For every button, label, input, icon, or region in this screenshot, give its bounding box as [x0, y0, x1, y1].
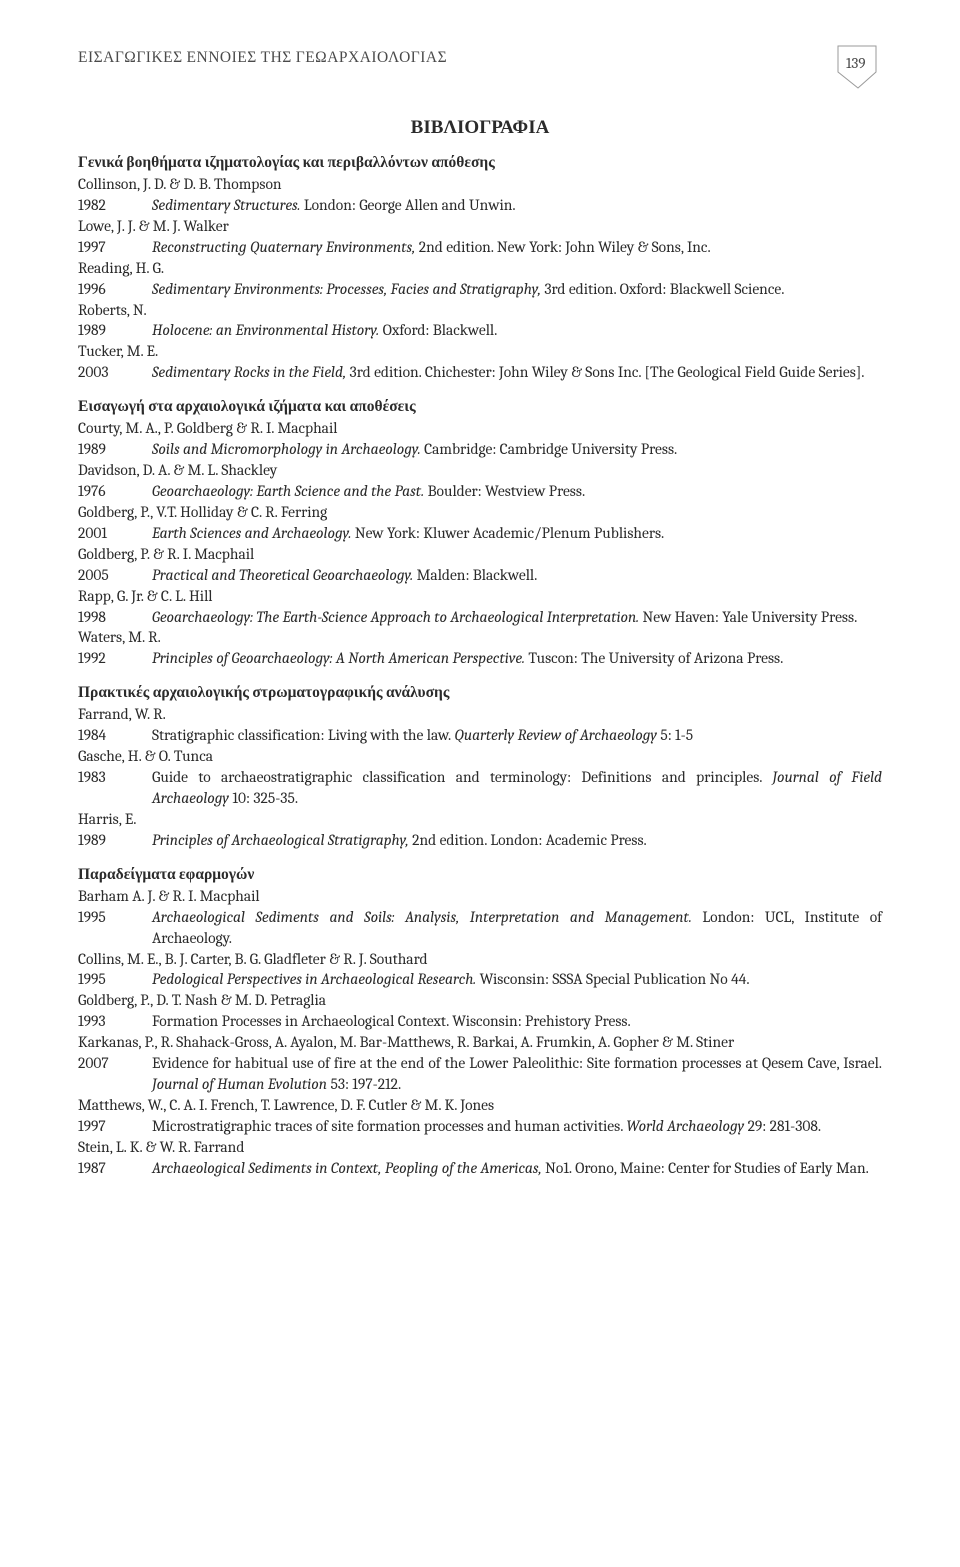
ref-author: Roberts, N.: [78, 300, 882, 321]
ref-author: Lowe, J. J. & M. J. Walker: [78, 216, 882, 237]
ref-entry: 1989 Holocene: an Environmental History.…: [78, 320, 882, 341]
ref-entry: 1976 Geoarchaeology: Earth Science and t…: [78, 481, 882, 502]
ref-text: Sedimentary Structures. London: George A…: [152, 195, 882, 216]
ref-text: Evidence for habitual use of fire at the…: [152, 1053, 882, 1095]
section-heading: Εισαγωγή στα αρχαιολογικά ιζήματα και απ…: [78, 397, 882, 416]
ref-entry: 1998 Geoarchaeology: The Earth-Science A…: [78, 607, 882, 628]
ref-author: Collins, M. E., B. J. Carter, B. G. Glad…: [78, 949, 882, 970]
section-heading: Παραδείγματα εφαρμογών: [78, 865, 882, 884]
ref-year: 1989: [78, 320, 152, 341]
ref-author: Stein, L. K. & W. R. Farrand: [78, 1137, 882, 1158]
ref-author: Reading, H. G.: [78, 258, 882, 279]
ref-year: 1998: [78, 607, 152, 628]
ref-year: 1987: [78, 1158, 152, 1179]
ref-entry: 1997 Microstratigraphic traces of site f…: [78, 1116, 882, 1137]
ref-entry: 1984 Stratigraphic classification: Livin…: [78, 725, 882, 746]
ref-entry: 2007 Evidence for habitual use of fire a…: [78, 1053, 882, 1095]
ref-year: 1995: [78, 907, 152, 949]
ref-entry: 1989 Soils and Micromorphology in Archae…: [78, 439, 882, 460]
ref-text: Soils and Micromorphology in Archaeology…: [152, 439, 882, 460]
ref-year: 2005: [78, 565, 152, 586]
ref-text: Geoarchaeology: Earth Science and the Pa…: [152, 481, 882, 502]
ref-year: 1993: [78, 1011, 152, 1032]
ref-author: Tucker, M. E.: [78, 341, 882, 362]
ref-text: Microstratigraphic traces of site format…: [152, 1116, 882, 1137]
section-heading: Πρακτικές αρχαιολογικής στρωματογραφικής…: [78, 683, 882, 702]
ref-author: Waters, M. R.: [78, 627, 882, 648]
ref-year: 1989: [78, 830, 152, 851]
ref-year: 1992: [78, 648, 152, 669]
ref-text: Stratigraphic classification: Living wit…: [152, 725, 882, 746]
ref-year: 1976: [78, 481, 152, 502]
ref-year: 1983: [78, 767, 152, 809]
ref-author: Harris, E.: [78, 809, 882, 830]
ref-year: 1996: [78, 279, 152, 300]
ref-entry: 1997 Reconstructing Quaternary Environme…: [78, 237, 882, 258]
ref-text: Holocene: an Environmental History. Oxfo…: [152, 320, 882, 341]
ref-year: 1995: [78, 969, 152, 990]
ref-entry: 1995 Pedological Perspectives in Archaeo…: [78, 969, 882, 990]
ref-entry: 2005 Practical and Theoretical Geoarchae…: [78, 565, 882, 586]
ref-text: Principles of Archaeological Stratigraph…: [152, 830, 882, 851]
ref-text: Pedological Perspectives in Archaeologic…: [152, 969, 882, 990]
ref-year: 2003: [78, 362, 152, 383]
ref-author: Barham A. J. & R. I. Macphail: [78, 886, 882, 907]
ref-text: Principles of Geoarchaeology: A North Am…: [152, 648, 882, 669]
ref-text: Archaeological Sediments in Context, Peo…: [152, 1158, 882, 1179]
ref-year: 1982: [78, 195, 152, 216]
ref-author: Courty, M. A., P. Goldberg & R. I. Macph…: [78, 418, 882, 439]
ref-year: 1997: [78, 1116, 152, 1137]
ref-author: Rapp, G. Jr. & C. L. Hill: [78, 586, 882, 607]
page-header: ΕΙΣΑΓΩΓΙΚΕΣ ΕΝΝΟΙΕΣ ΤΗΣ ΓΕΩΑΡΧΑΙΟΛΟΓΙΑΣ …: [78, 48, 882, 88]
ref-entry: 1996 Sedimentary Environments: Processes…: [78, 279, 882, 300]
ref-text: Formation Processes in Archaeological Co…: [152, 1011, 882, 1032]
ref-year: 2001: [78, 523, 152, 544]
ref-author: Goldberg, P., D. T. Nash & M. D. Petragl…: [78, 990, 882, 1011]
ref-year: 2007: [78, 1053, 152, 1095]
ref-author: Davidson, D. A. & M. L. Shackley: [78, 460, 882, 481]
ref-entry: 1982 Sedimentary Structures. London: Geo…: [78, 195, 882, 216]
ref-author: Farrand, W. R.: [78, 704, 882, 725]
ref-entry: 1987 Archaeological Sediments in Context…: [78, 1158, 882, 1179]
ref-author: Matthews, W., C. A. I. French, T. Lawren…: [78, 1095, 882, 1116]
ref-year: 1984: [78, 725, 152, 746]
ref-entry: 1983 Guide to archaeostratigraphic class…: [78, 767, 882, 809]
ref-entry: 1993 Formation Processes in Archaeologic…: [78, 1011, 882, 1032]
ref-entry: 1989 Principles of Archaeological Strati…: [78, 830, 882, 851]
ref-text: Earth Sciences and Archaeology. New York…: [152, 523, 882, 544]
ref-text: Sedimentary Rocks in the Field, 3rd edit…: [152, 362, 882, 383]
ref-text: Reconstructing Quaternary Environments, …: [152, 237, 882, 258]
ref-author: Goldberg, P., V.T. Holliday & C. R. Ferr…: [78, 502, 882, 523]
ref-author: Goldberg, P. & R. I. Macphail: [78, 544, 882, 565]
ref-entry: 2001 Earth Sciences and Archaeology. New…: [78, 523, 882, 544]
ref-author: Collinson, J. D. & D. B. Thompson: [78, 174, 882, 195]
running-head: ΕΙΣΑΓΩΓΙΚΕΣ ΕΝΝΟΙΕΣ ΤΗΣ ΓΕΩΑΡΧΑΙΟΛΟΓΙΑΣ: [78, 48, 447, 67]
page-number: 139: [846, 54, 866, 72]
page-number-tab: 139: [838, 48, 882, 88]
ref-text: Sedimentary Environments: Processes, Fac…: [152, 279, 882, 300]
ref-year: 1997: [78, 237, 152, 258]
bibliography-title: ΒΙΒΛΙΟΓΡΑΦΙΑ: [78, 116, 882, 139]
ref-entry: 2003 Sedimentary Rocks in the Field, 3rd…: [78, 362, 882, 383]
ref-entry: 1995 Archaeological Sediments and Soils:…: [78, 907, 882, 949]
ref-entry: 1992 Principles of Geoarchaeology: A Nor…: [78, 648, 882, 669]
section-heading: Γενικά βοηθήματα ιζηματολογίας και περιβ…: [78, 153, 882, 172]
ref-year: 1989: [78, 439, 152, 460]
ref-author: Gasche, H. & O. Tunca: [78, 746, 882, 767]
ref-text: Practical and Theoretical Geoarchaeology…: [152, 565, 882, 586]
ref-author: Karkanas, P., R. Shahack-Gross, A. Ayalo…: [78, 1032, 882, 1053]
ref-text: Geoarchaeology: The Earth-Science Approa…: [152, 607, 882, 628]
ref-text: Archaeological Sediments and Soils: Anal…: [152, 907, 882, 949]
ref-text: Guide to archaeostratigraphic classifica…: [152, 767, 882, 809]
